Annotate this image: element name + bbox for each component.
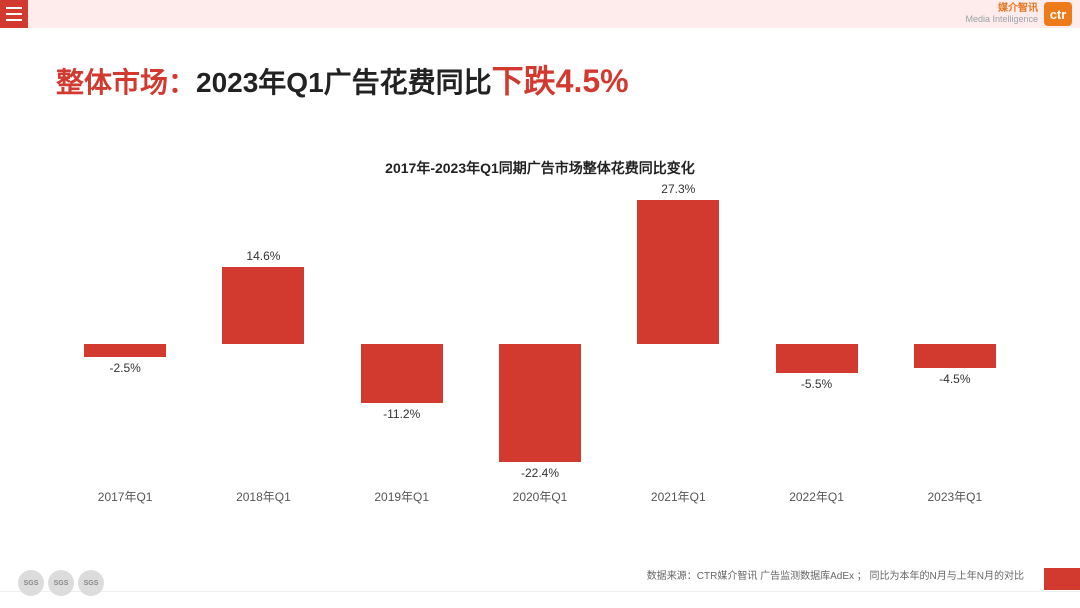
sgs-badge-icon: SGS <box>18 570 44 596</box>
chart-bar-label: -22.4% <box>521 466 559 480</box>
chart-column: -22.4% <box>471 186 609 476</box>
chart-bar-label: 27.3% <box>661 182 695 196</box>
chart-bar <box>84 344 166 357</box>
chart-bar <box>776 344 858 373</box>
x-axis-tick: 2021年Q1 <box>651 488 706 505</box>
x-axis-tick: 2022年Q1 <box>789 488 844 505</box>
chart-column: -2.5% <box>56 186 194 476</box>
chart-bar <box>637 200 719 344</box>
chart-column: -5.5% <box>747 186 885 476</box>
brand: 媒介智讯 Media Intelligence ctr <box>965 2 1072 26</box>
chart-bar-label: -11.2% <box>383 407 420 421</box>
brand-cn: 媒介智讯 <box>965 4 1038 15</box>
sgs-badge-icon: SGS <box>48 570 74 596</box>
chart-bar-label: -5.5% <box>801 377 832 391</box>
x-axis-tick: 2019年Q1 <box>374 488 429 505</box>
sgs-badges: SGSSGSSGS <box>18 570 104 596</box>
bar-chart: -2.5%14.6%-11.2%-22.4%27.3%-5.5%-4.5% 20… <box>56 186 1024 516</box>
footer-rule <box>0 591 1080 592</box>
chart-column: 27.3% <box>609 186 747 476</box>
footer-note: 数据来源：CTR媒介智讯 广告监测数据库AdEx ； 同比为本年的N月与上年N月… <box>647 567 1024 582</box>
menu-button[interactable] <box>0 0 28 28</box>
chart-bar-label: 14.6% <box>246 249 280 263</box>
x-axis-tick: 2018年Q1 <box>236 488 291 505</box>
chart-bar <box>361 344 443 403</box>
chart-bar <box>914 344 996 368</box>
x-axis-tick: 2020年Q1 <box>513 488 568 505</box>
chart-column: 14.6% <box>194 186 332 476</box>
chart-column: -11.2% <box>333 186 471 476</box>
brand-logo: ctr <box>1044 2 1072 26</box>
chart-column: -4.5% <box>886 186 1024 476</box>
chart-bar-label: -4.5% <box>939 372 970 386</box>
brand-en: Media Intelligence <box>965 15 1038 24</box>
slide: 媒介智讯 Media Intelligence ctr 整体市场：2023年Q1… <box>0 0 1080 608</box>
chart-bar-label: -2.5% <box>109 361 140 375</box>
chart-bar <box>499 344 581 462</box>
chart-bar <box>222 267 304 344</box>
brand-text: 媒介智讯 Media Intelligence <box>965 4 1038 24</box>
headline-accent: 下跌4.5% <box>492 63 629 99</box>
headline-mid: 2023年Q1广告花费同比 <box>196 67 492 98</box>
headline-prefix: 整体市场： <box>56 67 196 98</box>
chart-x-axis: 2017年Q1 2018年Q1 2019年Q1 2020年Q1 2021年Q1 2022年… <box>56 482 1024 512</box>
footer-accent-block <box>1044 568 1080 590</box>
x-axis-tick: 2023年Q1 <box>927 488 982 505</box>
page-title: 整体市场：2023年Q1广告花费同比下跌4.5% <box>56 56 629 102</box>
chart-title: 2017年-2023年Q1同期广告市场整体花费同比变化 <box>0 158 1080 178</box>
hamburger-icon <box>6 7 22 21</box>
sgs-badge-icon: SGS <box>78 570 104 596</box>
topbar: 媒介智讯 Media Intelligence ctr <box>0 0 1080 28</box>
chart-plot: -2.5% 14.6% -11.2% -22.4%27.3% -5.5% -4.5% <box>56 186 1024 476</box>
x-axis-tick: 2017年Q1 <box>98 488 153 505</box>
